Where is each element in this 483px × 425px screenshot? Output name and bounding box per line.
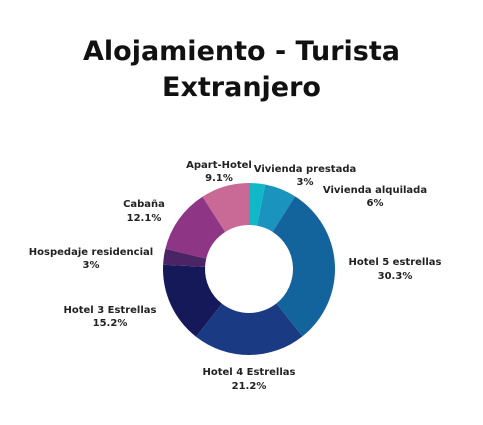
donut-slice-apart-hotel [202,183,249,233]
label-name: Hotel 5 estrellas [349,257,442,268]
label-value: 12.1% [127,213,162,224]
label-value: 9.1% [205,173,233,184]
slice-label-hotel-4-estrellas: Hotel 4 Estrellas 21.2% [203,367,296,392]
donut-slice-hospedaje-residencial [163,248,207,267]
label-value: 3% [297,177,314,188]
slice-label-vivienda-alquilada: Vivienda alquilada 6% [323,185,427,209]
donut-slice-hotel-5-estrellas [272,196,335,337]
donut-slice-hotel-4-estrellas [196,303,303,355]
label-value: 3% [83,260,100,271]
slice-label-apart-hotel: Apart-Hotel 9.1% [186,160,252,184]
label-name: Cabaña [123,199,165,210]
label-value: 21.2% [232,381,267,392]
label-name: Hotel 4 Estrellas [203,367,296,378]
title-line-1: Alojamiento - Turista [83,36,400,67]
slices-group [163,183,335,355]
label-name: Vivienda prestada [254,164,357,175]
donut-slice-cabaña [165,196,226,259]
label-name: Hospedaje residencial [29,247,153,258]
slice-label-hotel-3-estrellas: Hotel 3 Estrellas 15.2% [64,305,157,329]
donut-slice-vivienda-prestada [249,183,266,226]
label-name: Vivienda alquilada [323,185,427,196]
label-value: 15.2% [93,318,128,329]
label-name: Apart-Hotel [186,160,252,171]
chart-title: Alojamiento - Turista Extranjero [0,34,483,106]
donut-slice-vivienda-alquilada [257,184,296,232]
title-line-2: Extranjero [162,72,321,103]
donut-slice-hotel-3-estrellas [163,264,222,337]
slice-label-hotel-5-estrellas: Hotel 5 estrellas 30.3% [349,257,442,282]
label-value: 30.3% [378,271,413,282]
slice-label-hospedaje-residencial: Hospedaje residencial 3% [29,247,153,271]
label-value: 6% [367,198,384,209]
label-name: Hotel 3 Estrellas [64,305,157,316]
slice-label-cabana: Cabaña 12.1% [123,199,165,224]
slice-label-vivienda-prestada: Vivienda prestada 3% [254,164,357,188]
